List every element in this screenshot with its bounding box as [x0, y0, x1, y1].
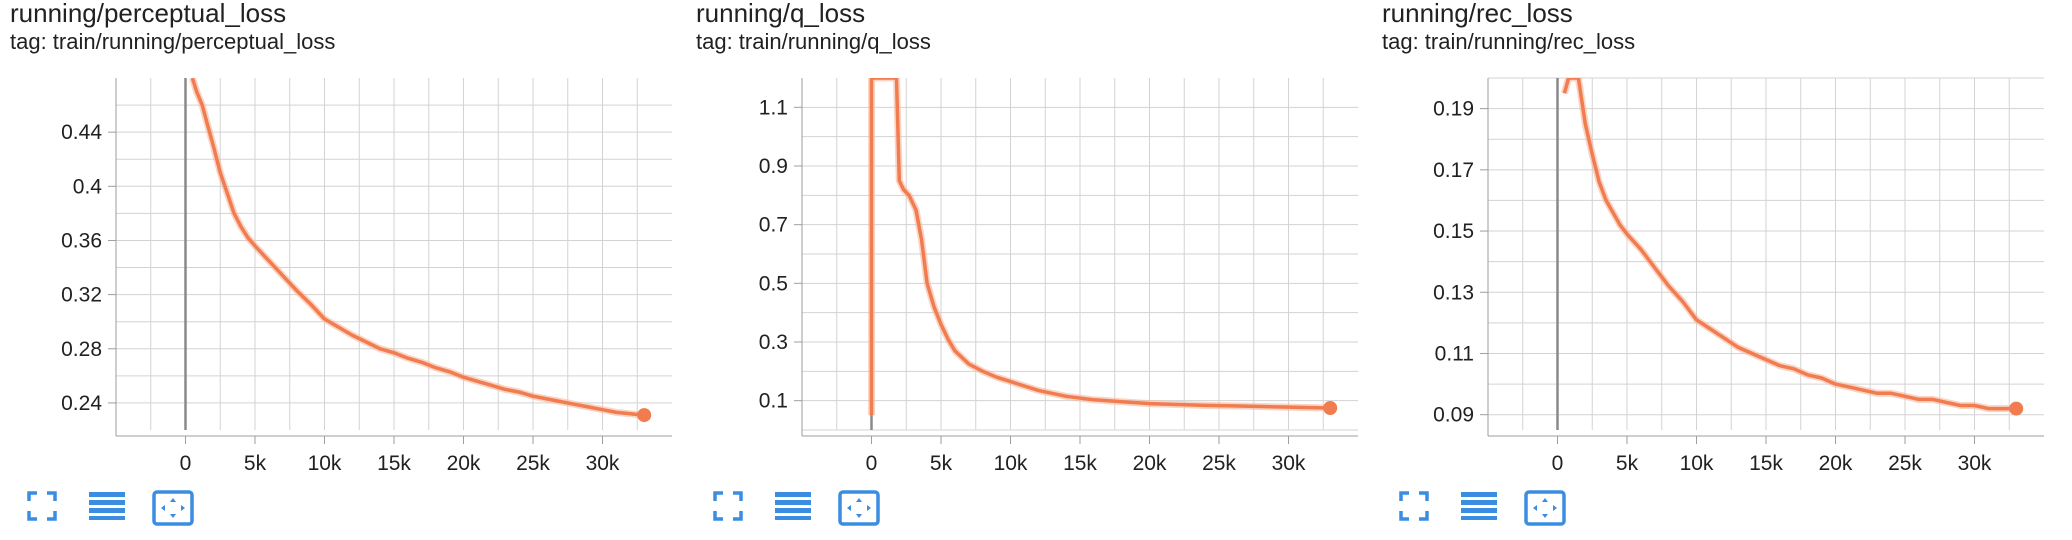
y-tick-label: 0.11	[1435, 342, 1474, 365]
chart-tag: tag: train/running/rec_loss	[1382, 29, 1636, 54]
chart-title: running/rec_loss	[1382, 0, 1573, 28]
y-tick-label: 0.36	[61, 229, 102, 252]
y-tick-label: 0.09	[1433, 404, 1474, 427]
series-line[interactable]	[1562, 78, 2017, 411]
toggle-log-scale-button[interactable]	[774, 490, 816, 528]
chart-tag: tag: train/running/q_loss	[696, 29, 931, 54]
x-tick-label: 30k	[1272, 452, 1306, 470]
series-last-point[interactable]	[1323, 401, 1338, 415]
x-tick-label: 0	[180, 452, 192, 470]
x-tick-label: 20k	[1819, 452, 1853, 470]
series-line[interactable]	[190, 78, 645, 417]
fit-domain-icon	[838, 490, 880, 526]
x-tick-label: 30k	[586, 452, 620, 470]
fit-domain-icon	[152, 490, 194, 526]
chart-title: running/perceptual_loss	[10, 0, 287, 28]
x-tick-label: 20k	[1133, 452, 1167, 470]
fullscreen-icon	[1398, 490, 1440, 522]
series-raw-line	[1561, 78, 2017, 413]
y-tick-label: 0.13	[1433, 281, 1474, 304]
x-tick-label: 30k	[1958, 452, 1992, 470]
chart-title: running/q_loss	[696, 0, 866, 28]
x-tick-label: 10k	[994, 452, 1028, 470]
chart-card: running/perceptual_loss tag: train/runnin…	[0, 0, 680, 540]
y-tick-label: 0.15	[1433, 220, 1474, 243]
x-tick-label: 25k	[1202, 452, 1236, 470]
x-tick-label: 0	[1552, 452, 1564, 470]
toggle-log-scale-icon	[774, 490, 816, 522]
series-raw-line	[189, 78, 645, 419]
y-tick-label: 1.1	[759, 96, 788, 119]
line-chart[interactable]: 0 5k 10k 15k 20k 25k 30k 0.09 0.11 0.13 0.15 0.17 0.…	[1372, 0, 2052, 470]
y-tick-label: 0.28	[61, 338, 102, 361]
y-tick-label: 0.1	[759, 390, 788, 413]
y-tick-label: 0.9	[759, 155, 788, 178]
y-tick-label: 0.19	[1433, 98, 1474, 121]
y-tick-label: 0.3	[759, 331, 788, 354]
chart-card: running/rec_loss tag: train/running/rec_l…	[1372, 0, 2052, 540]
x-tick-label: 25k	[516, 452, 550, 470]
fullscreen-button[interactable]	[712, 490, 754, 528]
x-tick-label: 15k	[1749, 452, 1783, 470]
series-line[interactable]	[869, 78, 1331, 416]
x-tick-label: 10k	[1680, 452, 1714, 470]
y-tick-label: 0.32	[61, 284, 102, 307]
y-tick-label: 0.44	[61, 121, 102, 144]
fullscreen-icon	[712, 490, 754, 522]
toggle-log-scale-button[interactable]	[1460, 490, 1502, 528]
x-tick-label: 10k	[308, 452, 342, 470]
toggle-log-scale-icon	[88, 490, 130, 522]
fit-domain-icon	[1524, 490, 1566, 526]
line-chart[interactable]: 0 5k 10k 15k 20k 25k 30k 0.24 0.28 0.32 0.36 0.4 0.4…	[0, 0, 680, 470]
y-tick-label: 0.7	[759, 214, 788, 237]
fit-domain-button[interactable]	[1524, 490, 1566, 528]
fit-domain-button[interactable]	[838, 490, 880, 528]
fullscreen-button[interactable]	[26, 490, 68, 528]
y-tick-label: 0.4	[73, 175, 103, 198]
x-tick-label: 15k	[1063, 452, 1097, 470]
fullscreen-button[interactable]	[1398, 490, 1440, 528]
chart-tag: tag: train/running/perceptual_loss	[10, 29, 336, 54]
toggle-log-scale-icon	[1460, 490, 1502, 522]
x-tick-label: 5k	[1616, 452, 1639, 470]
series-last-point[interactable]	[637, 408, 652, 423]
x-tick-label: 20k	[447, 452, 481, 470]
series-raw-line	[868, 78, 1331, 416]
toggle-log-scale-button[interactable]	[88, 490, 130, 528]
y-tick-label: 0.17	[1433, 159, 1474, 182]
chart-card: running/q_loss tag: train/running/q_loss 0…	[686, 0, 1366, 540]
series-last-point[interactable]	[2009, 401, 2024, 416]
fit-domain-button[interactable]	[152, 490, 194, 528]
x-tick-label: 5k	[930, 452, 953, 470]
line-chart[interactable]: 0 5k 10k 15k 20k 25k 30k 0.1 0.3 0.5 0.7 0.9 1.1	[686, 0, 1366, 470]
x-tick-label: 15k	[377, 452, 411, 470]
x-tick-label: 25k	[1888, 452, 1922, 470]
y-tick-label: 0.24	[61, 392, 102, 415]
x-tick-label: 5k	[244, 452, 267, 470]
y-tick-label: 0.5	[759, 272, 788, 295]
fullscreen-icon	[26, 490, 68, 522]
x-tick-label: 0	[866, 452, 878, 470]
